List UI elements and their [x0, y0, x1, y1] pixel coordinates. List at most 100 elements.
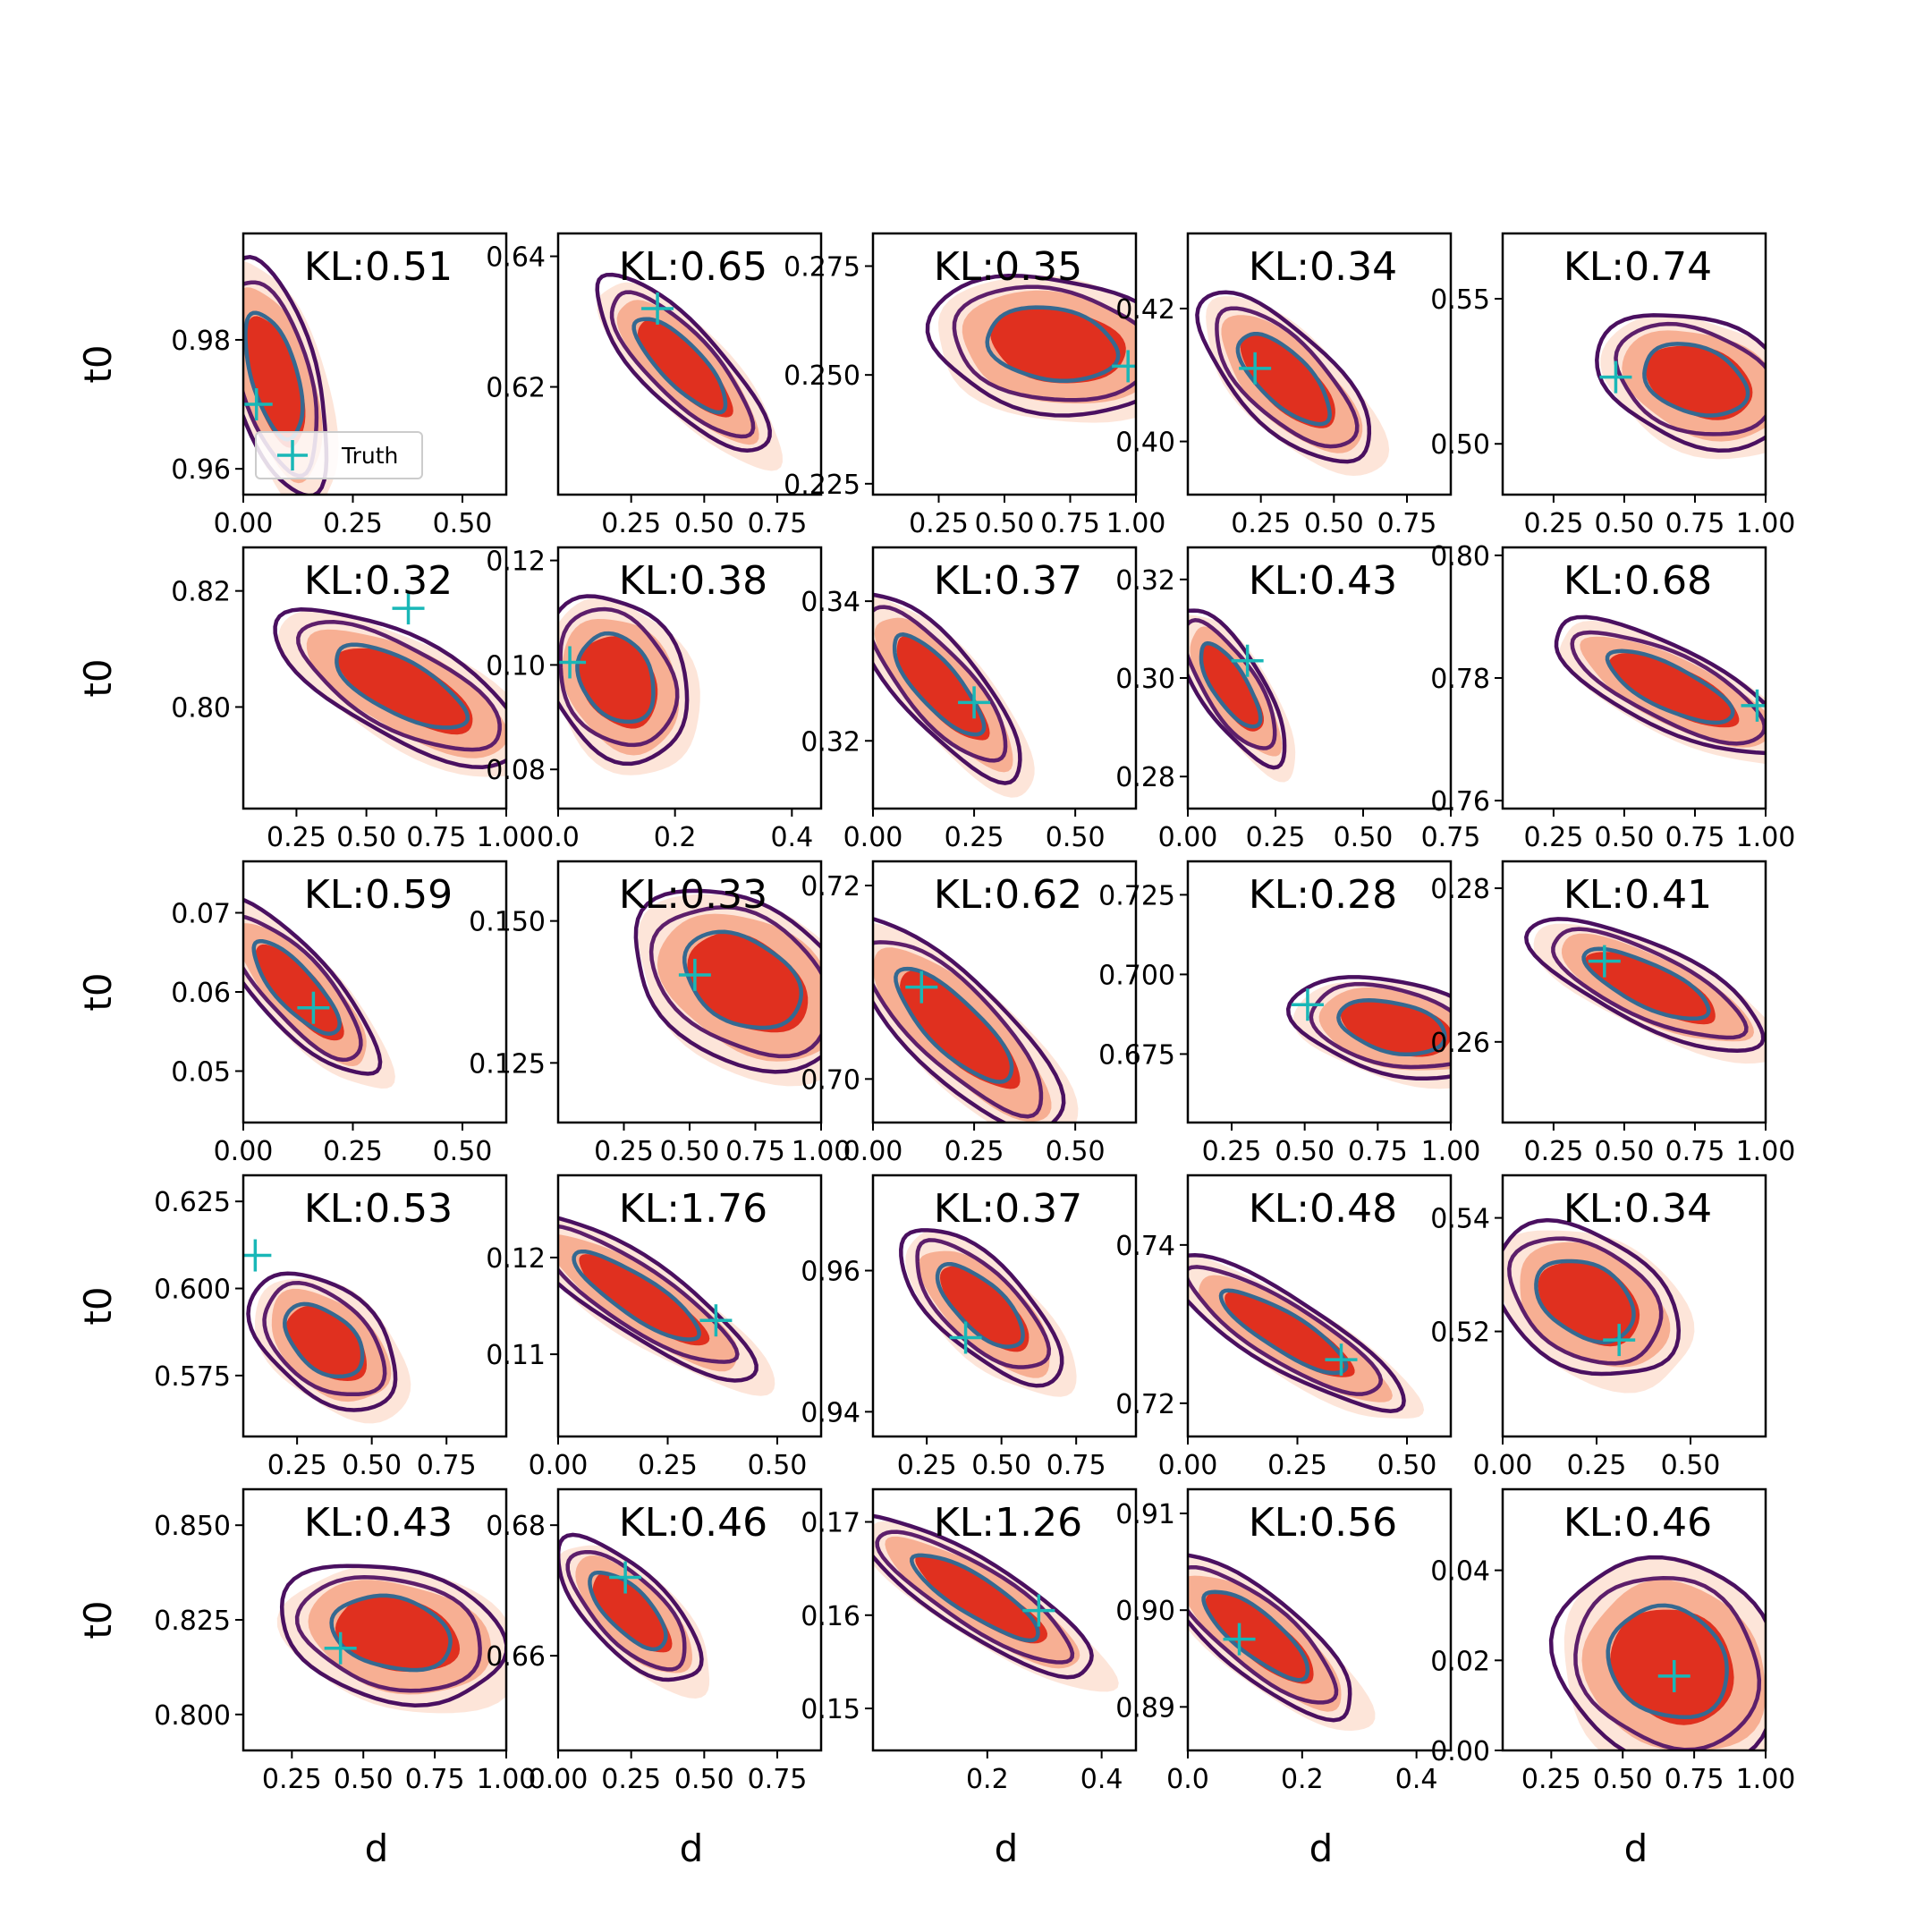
- x-tick-label: 0.50: [1046, 822, 1106, 853]
- x-tick-label: 0.25: [601, 1764, 661, 1795]
- x-tick-label: 0.75: [405, 1764, 465, 1795]
- density-fill-inner: [990, 306, 1126, 384]
- density-fill-inner: [915, 1555, 1047, 1644]
- contour-line-inner: [1199, 640, 1263, 729]
- contour-line-mid: [915, 1238, 1052, 1369]
- kl-divergence-label: KL:0.65: [619, 244, 767, 290]
- subplot-panel: 0.00 0.25 0.50 0.75 0.66 0.68 KL:0.46 d: [486, 1487, 823, 1870]
- x-tick-label: 0.50: [1595, 1136, 1655, 1167]
- y-tick-label: 0.28: [1115, 762, 1175, 793]
- x-tick-label: 0.50: [433, 1136, 493, 1167]
- kl-divergence-label: KL:0.43: [304, 1500, 453, 1546]
- y-tick-label: 0.64: [486, 242, 546, 274]
- x-tick-label: 0.50: [748, 1450, 808, 1481]
- subplot-panel: 0.25 0.50 0.75 0.94 0.96 KL:0.37: [801, 1174, 1138, 1481]
- x-tick-label: 1.00: [477, 1764, 537, 1795]
- x-tick-label: 0.75: [725, 1136, 785, 1167]
- truth-marker: [1223, 1623, 1256, 1656]
- density-fill-inner: [1585, 952, 1716, 1025]
- contour-line-mid: [952, 284, 1136, 402]
- y-tick-label: 0.07: [171, 899, 231, 930]
- x-tick-label: 0.25: [1524, 1136, 1584, 1167]
- y-tick-label: 0.17: [801, 1508, 860, 1539]
- y-tick-label: 0.700: [1098, 960, 1175, 991]
- y-tick-label: 0.15: [801, 1694, 860, 1725]
- y-tick-label: 0.80: [171, 692, 231, 724]
- y-axis-label: t0: [76, 1286, 120, 1325]
- y-tick-label: 0.90: [1115, 1596, 1175, 1627]
- y-tick-label: 0.82: [171, 577, 231, 608]
- y-tick-label: 0.91: [1115, 1499, 1175, 1530]
- x-tick-label: 0.50: [1661, 1450, 1721, 1481]
- y-tick-label: 0.850: [154, 1511, 231, 1542]
- y-tick-label: 0.575: [154, 1361, 231, 1393]
- x-tick-label: 0.50: [1377, 1450, 1437, 1481]
- density-fill-inner: [896, 636, 990, 741]
- contour-line-inner: [1606, 1603, 1729, 1720]
- y-tick-label: 0.150: [469, 907, 546, 938]
- y-tick-label: 0.125: [469, 1048, 546, 1080]
- y-tick-label: 0.12: [486, 547, 546, 578]
- y-tick-label: 0.12: [486, 1243, 546, 1275]
- truth-marker: [243, 1239, 272, 1272]
- x-tick-label: 0.00: [214, 508, 274, 539]
- y-tick-label: 0.04: [1430, 1556, 1490, 1588]
- contour-line-inner: [892, 632, 987, 737]
- x-tick-label: 0.00: [843, 822, 903, 853]
- kl-divergence-label: KL:0.48: [1249, 1186, 1397, 1232]
- x-tick-label: 0.50: [674, 508, 734, 539]
- truth-marker: [1325, 1343, 1358, 1377]
- x-tick-label: 0.75: [1665, 822, 1725, 853]
- kl-divergence-label: KL:0.46: [619, 1500, 767, 1546]
- y-tick-label: 0.10: [486, 650, 546, 682]
- y-tick-label: 0.32: [1115, 565, 1175, 597]
- contour-line-mid: [648, 904, 821, 1059]
- y-tick-label: 0.96: [801, 1257, 860, 1288]
- x-tick-label: 0.00: [843, 1136, 903, 1167]
- density-fill-inner: [335, 1595, 461, 1673]
- contour-line-inner: [588, 1570, 668, 1652]
- contour-line-mid: [1614, 321, 1766, 436]
- subplot-panel: 0.25 0.50 0.75 1.00 0.50 0.55 KL:0.74: [1430, 232, 1795, 539]
- contour-line-outer: [558, 1216, 758, 1383]
- y-tick-label: 0.30: [1115, 664, 1175, 695]
- kl-divergence-label: KL:0.41: [1563, 872, 1712, 918]
- y-tick-label: 0.70: [801, 1064, 860, 1096]
- y-tick-label: 0.675: [1098, 1039, 1175, 1071]
- x-tick-label: 1.00: [1421, 1136, 1481, 1167]
- density-fill-inner: [255, 944, 344, 1041]
- x-tick-label: 0.75: [417, 1450, 477, 1481]
- x-tick-label: 0.75: [1040, 508, 1100, 539]
- x-tick-label: 0.25: [1524, 508, 1584, 539]
- contour-line-inner: [894, 966, 1014, 1084]
- axes-frame: [242, 1174, 508, 1438]
- density-fill-inner: [1240, 335, 1335, 428]
- kl-divergence-label: KL:0.33: [619, 872, 767, 918]
- contour-line-outer: [1188, 1253, 1406, 1413]
- x-tick-label: 0.50: [1593, 1764, 1653, 1795]
- x-tick-label: 0.50: [971, 1450, 1031, 1481]
- y-axis-label: t0: [76, 1600, 120, 1639]
- kl-divergence-label: KL:0.46: [1563, 1500, 1712, 1546]
- contour-line-outer: [558, 594, 690, 767]
- y-axis-label: t0: [76, 344, 120, 383]
- truth-marker: [905, 970, 938, 1004]
- axes-frame: [242, 232, 508, 496]
- contour-line-inner: [985, 305, 1121, 384]
- density-fill-inner: [579, 636, 658, 729]
- y-tick-label: 0.54: [1430, 1204, 1490, 1235]
- truth-marker: [949, 1321, 982, 1354]
- density-fill-inner: [246, 316, 306, 448]
- x-tick-label: 1.00: [477, 822, 537, 853]
- contour-line-outer: [899, 1228, 1064, 1388]
- kl-divergence-label: KL:0.32: [304, 558, 453, 604]
- truth-marker: [1022, 1594, 1055, 1627]
- y-tick-label: 0.16: [801, 1601, 860, 1632]
- x-tick-label: 0.00: [529, 1764, 589, 1795]
- y-tick-label: 0.250: [784, 360, 860, 392]
- contour-line-inner: [1534, 1258, 1636, 1344]
- x-tick-label: 0.25: [638, 1450, 698, 1481]
- density-fill-inner: [1610, 1609, 1734, 1725]
- subplot-panel: 0.25 0.50 0.75 1.00 0.76 0.78 0.80 KL:0.68: [1430, 541, 1795, 853]
